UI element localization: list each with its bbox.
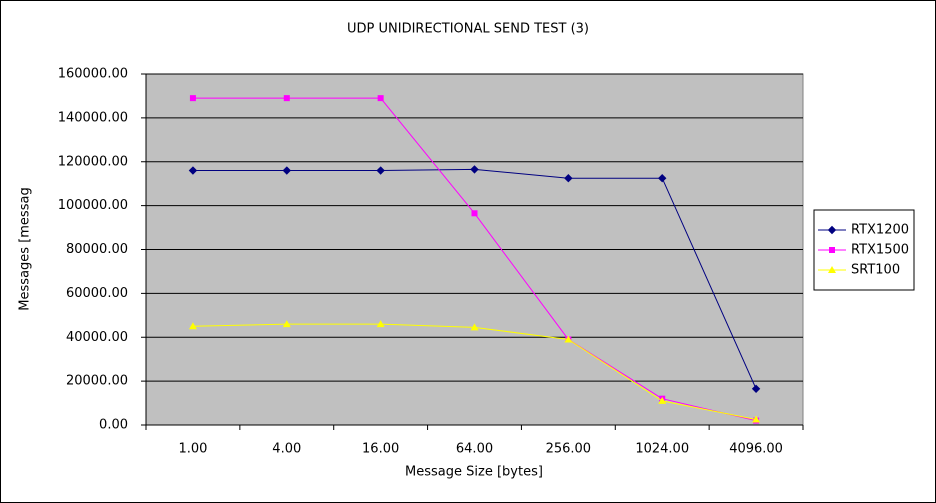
data-point bbox=[658, 396, 667, 404]
data-point bbox=[189, 95, 196, 102]
y-tick-label: 100000.00 bbox=[58, 198, 128, 213]
data-point bbox=[564, 335, 573, 343]
y-tick-label: 0.00 bbox=[99, 418, 128, 433]
data-point bbox=[751, 384, 761, 394]
data-point bbox=[377, 95, 384, 102]
legend-label: RTX1200 bbox=[851, 223, 909, 238]
legend-marker bbox=[827, 225, 837, 235]
legend-marker bbox=[829, 247, 835, 253]
data-point bbox=[658, 173, 667, 183]
x-tick-label: 1024.00 bbox=[635, 442, 689, 457]
data-point bbox=[471, 210, 478, 217]
y-tick-label: 160000.00 bbox=[58, 67, 128, 82]
data-point bbox=[564, 173, 573, 183]
x-tick-label: 256.00 bbox=[546, 442, 592, 457]
y-tick-label: 20000.00 bbox=[66, 374, 128, 389]
y-axis-title: Messages [messag bbox=[18, 187, 33, 310]
x-tick-label: 1.00 bbox=[178, 442, 207, 457]
legend-label: RTX1500 bbox=[851, 243, 909, 258]
data-point bbox=[282, 320, 291, 328]
x-tick-label: 16.00 bbox=[362, 442, 399, 457]
data-point bbox=[282, 166, 291, 175]
chart-title: UDP UNIDIRECTIONAL SEND TEST (3) bbox=[347, 22, 589, 37]
x-tick-label: 4096.00 bbox=[729, 442, 783, 457]
x-tick-label: 4.00 bbox=[272, 442, 301, 457]
y-tick-label: 140000.00 bbox=[58, 110, 128, 125]
y-tick-label: 80000.00 bbox=[66, 242, 128, 257]
data-point bbox=[470, 323, 479, 331]
data-point bbox=[188, 322, 197, 330]
legend-marker bbox=[828, 266, 836, 273]
y-tick-label: 40000.00 bbox=[66, 330, 128, 345]
y-tick-label: 60000.00 bbox=[66, 286, 128, 301]
data-point bbox=[376, 320, 385, 328]
legend-label: SRT100 bbox=[851, 263, 900, 278]
x-tick-label: 64.00 bbox=[456, 442, 493, 457]
y-tick-label: 120000.00 bbox=[58, 154, 128, 169]
x-axis-title: Message Size [bytes] bbox=[405, 465, 543, 480]
data-point bbox=[752, 415, 761, 423]
data-point bbox=[283, 95, 290, 102]
data-point bbox=[188, 166, 198, 175]
data-point bbox=[376, 166, 385, 175]
data-point bbox=[470, 165, 479, 174]
